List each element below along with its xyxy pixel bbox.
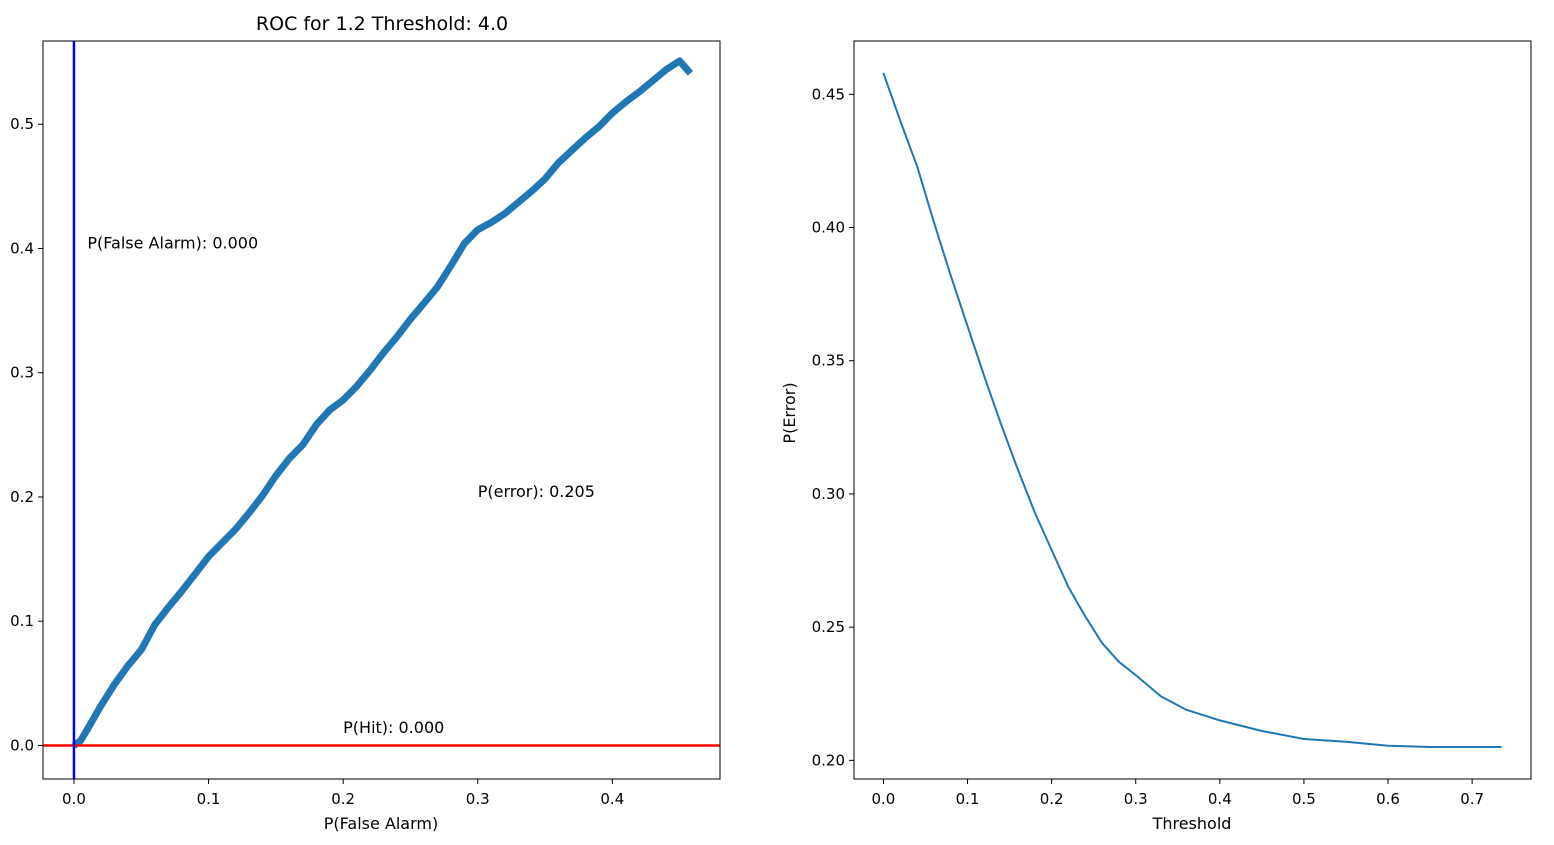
error-y-tick-label: 0.30 [812, 485, 845, 503]
roc-x-tick-label: 0.0 [62, 790, 86, 808]
roc-series-layer [71, 57, 694, 749]
roc-y-tick-label: 0.0 [10, 736, 34, 754]
roc-x-axis-label: P(False Alarm) [324, 814, 438, 833]
error-x-tick-label: 0.4 [1208, 790, 1232, 808]
roc-x-tick-label: 0.1 [197, 790, 221, 808]
error-panel: 0.0 0.1 0.2 0.3 0.4 0.5 0.6 0.7 0.20 0.25 0.30 0.3… [780, 40, 1532, 833]
roc-reference-lines [43, 41, 720, 779]
error-x-tick-label: 0.6 [1376, 790, 1400, 808]
error-y-tick-label: 0.45 [812, 85, 845, 103]
error-x-axis-label: Threshold [1152, 814, 1232, 833]
error-x-ticks: 0.0 0.1 0.2 0.3 0.4 0.5 0.6 0.7 [872, 779, 1484, 808]
roc-y-ticks: 0.0 0.1 0.2 0.3 0.4 0.5 [10, 115, 43, 754]
roc-annotations: P(False Alarm): 0.000 P(error): 0.205 P(Hi… [87, 233, 594, 737]
roc-annotation-1: P(error): 0.205 [478, 482, 595, 501]
roc-axes-frame [42, 40, 721, 780]
error-y-tick-label: 0.20 [812, 751, 845, 769]
error-x-tick-label: 0.2 [1040, 790, 1064, 808]
error-y-ticks: 0.20 0.25 0.30 0.35 0.40 0.45 [812, 85, 854, 769]
roc-y-tick-label: 0.1 [10, 612, 34, 630]
roc-annotation-2: P(Hit): 0.000 [343, 718, 444, 737]
roc-y-tick-label: 0.2 [10, 488, 34, 506]
error-series-line-0 [882, 72, 1502, 748]
error-y-tick-label: 0.25 [812, 618, 845, 636]
roc-y-tick-label: 0.5 [10, 115, 34, 133]
roc-x-ticks: 0.0 0.1 0.2 0.3 0.4 [62, 779, 624, 808]
error-y-axis-label: P(Error) [780, 382, 799, 443]
error-x-tick-label: 0.0 [872, 790, 896, 808]
roc-y-tick-label: 0.4 [10, 239, 34, 257]
roc-x-tick-label: 0.2 [331, 790, 355, 808]
error-x-tick-label: 0.5 [1292, 790, 1316, 808]
error-y-tick-label: 0.40 [812, 218, 845, 236]
roc-series-line-0 [71, 57, 694, 749]
roc-annotation-0: P(False Alarm): 0.000 [87, 233, 258, 252]
roc-x-tick-label: 0.3 [466, 790, 490, 808]
error-x-tick-label: 0.1 [956, 790, 980, 808]
error-x-tick-label: 0.7 [1460, 790, 1484, 808]
roc-panel: ROC for 1.2 Threshold: 4.0 P(False Alarm… [10, 13, 721, 833]
error-series-layer [882, 72, 1502, 748]
error-y-tick-label: 0.35 [812, 352, 845, 370]
error-x-tick-label: 0.3 [1124, 790, 1148, 808]
roc-x-tick-label: 0.4 [600, 790, 624, 808]
roc-y-tick-label: 0.3 [10, 364, 34, 382]
error-axes-frame [853, 40, 1532, 780]
roc-title: ROC for 1.2 Threshold: 4.0 [256, 13, 508, 35]
